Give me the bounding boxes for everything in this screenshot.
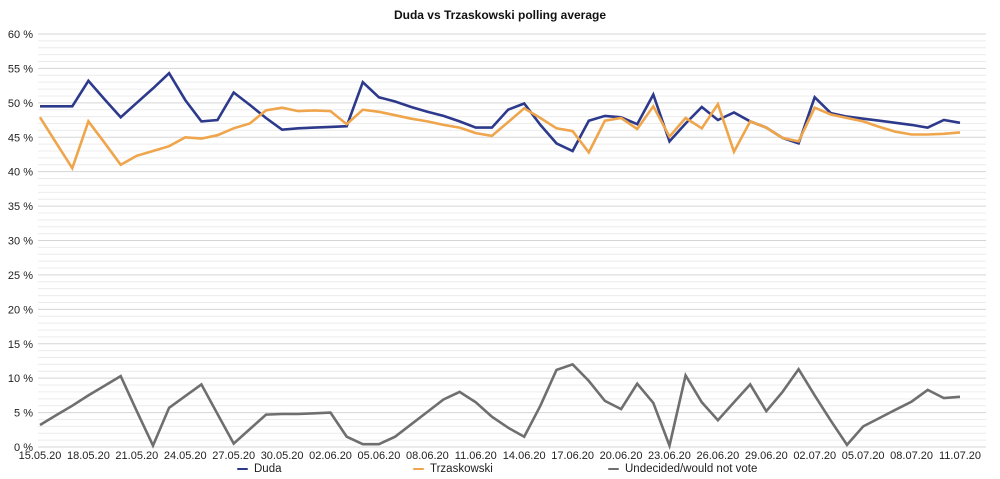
legend-item-duda: Duda [237,461,282,477]
x-tick-label: 18.05.20 [67,450,110,462]
trzaskowski-legend-label: Trzaskowski [430,463,493,475]
y-tick-label: 0 % [14,442,33,454]
undecided-legend-swatch [608,467,619,471]
x-tick-label: 02.07.20 [793,450,836,462]
y-tick-label: 60 % [8,29,33,41]
x-tick-label: 05.07.20 [842,450,885,462]
x-tick-label: 11.06.20 [455,450,497,462]
y-tick-label: 5 % [14,408,33,420]
x-tick-label: 11.07.20 [939,450,981,462]
trzaskowski-legend-swatch [413,467,424,471]
y-tick-label: 30 % [8,236,33,248]
x-tick-label: 14.06.20 [503,450,546,462]
chart-title: Duda vs Trzaskowski polling average [393,8,607,22]
gridlines [38,33,986,448]
x-tick-label: 08.06.20 [406,450,449,462]
duda-legend-label: Duda [254,463,282,475]
x-tick-label: 24.05.20 [164,450,207,462]
undecided-series-line [39,362,961,451]
x-tick-label: 17.06.20 [551,450,594,462]
x-tick-label: 15.05.20 [19,450,62,462]
x-tick-label: 27.05.20 [212,450,255,462]
duda-series-line [40,71,961,153]
x-tick-label: 21.05.20 [115,450,158,462]
duda-legend-swatch [237,467,248,471]
x-tick-label: 20.06.20 [600,450,643,462]
y-tick-label: 50 % [8,98,33,110]
x-axis-labels: 15.05.20 18.05.20 21.05.20 24.05.20 27.05.20… [19,450,981,462]
y-tick-label: 15 % [8,339,33,351]
y-tick-label: 35 % [8,201,33,213]
undecided-legend-label: Undecided/would not vote [625,463,758,475]
y-tick-label: 10 % [8,373,33,385]
x-tick-label: 08.07.20 [890,450,933,462]
legend-item-undecided: Undecided/would not vote [608,461,757,477]
x-tick-label: 23.06.20 [648,450,691,462]
x-tick-label: 30.05.20 [261,450,304,462]
x-tick-label: 02.06.20 [309,450,352,462]
x-tick-label: 05.06.20 [358,450,401,462]
x-tick-label: 26.06.20 [696,450,739,462]
y-tick-label: 20 % [8,304,33,316]
x-tick-label: 29.06.20 [745,450,788,462]
y-axis-labels: 60 % 55 % 50 % 45 % 40 % 35 % 30 % 25 % 20 % 15 %… [8,29,33,454]
y-tick-label: 45 % [8,132,33,144]
legend-item-trzaskowski: Trzaskowski [413,461,493,477]
y-tick-label: 40 % [8,167,33,179]
y-tick-label: 55 % [8,63,33,75]
y-tick-label: 25 % [8,270,33,282]
trzaskowski-series-line [38,101,961,172]
